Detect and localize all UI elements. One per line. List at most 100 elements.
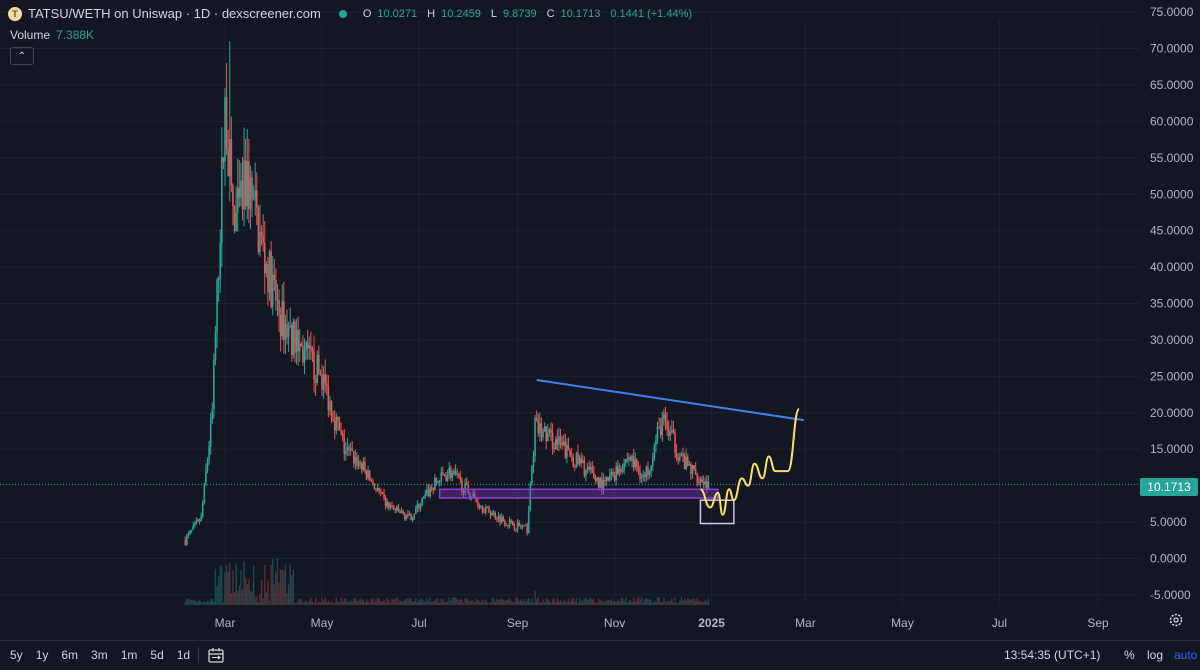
candle-body [575, 453, 578, 467]
candle-body [219, 243, 222, 279]
volume-bar [578, 597, 581, 605]
candle-body [632, 456, 635, 468]
candle-body [570, 456, 573, 458]
candle-body [701, 478, 703, 483]
calendar-range-icon[interactable] [207, 646, 225, 664]
candle-body [286, 323, 288, 338]
candle-body [494, 512, 497, 519]
volume-bar [276, 558, 279, 605]
candle-body [278, 300, 280, 315]
volume-bar [481, 599, 484, 605]
auto-scale-toggle[interactable]: auto [1174, 648, 1198, 662]
volume-bar [569, 601, 571, 605]
candle-body [372, 481, 374, 486]
volume-label: Volume [10, 28, 51, 42]
price-axis[interactable]: 75.0000 70.0000 65.0000 60.0000 55.0000 50.00… [1150, 5, 1194, 602]
candle-body [451, 473, 454, 478]
candle-body [629, 457, 632, 461]
range-1d-button[interactable]: 1d [176, 648, 191, 662]
candle-body [539, 423, 541, 434]
volume-bar [574, 601, 576, 605]
candle-body [224, 97, 226, 162]
volume-bar [459, 599, 462, 605]
candle-body [567, 445, 570, 451]
toolbar-divider [198, 647, 199, 663]
candle-body [340, 430, 342, 434]
volume-bar [219, 565, 221, 605]
range-1m-button[interactable]: 1m [120, 648, 138, 662]
candle-body [453, 471, 455, 474]
candle-body [437, 482, 439, 484]
candle-body [510, 520, 513, 522]
candle-body [519, 526, 522, 528]
volume-bar [376, 597, 379, 605]
candle-body [198, 519, 201, 522]
volume-bar [318, 601, 320, 605]
log-scale-toggle[interactable]: log [1147, 648, 1164, 662]
volume-bar [542, 599, 544, 605]
range-5d-button[interactable]: 5d [150, 648, 164, 662]
volume-bar [575, 597, 578, 605]
candle-body [457, 473, 460, 477]
candle-body [305, 341, 307, 351]
volume-bar [691, 599, 694, 605]
candle-body [408, 513, 411, 515]
candle-body [200, 516, 202, 522]
candle-body [450, 467, 452, 478]
volume-bar [227, 572, 229, 605]
high-value: 10.2459 [441, 7, 481, 20]
candle-body [677, 457, 679, 461]
candle-body [225, 97, 228, 148]
range-5y-button[interactable]: 5y [10, 648, 23, 662]
range-6m-button[interactable]: 6m [61, 648, 79, 662]
candle-body [415, 508, 417, 514]
volume-bar [419, 598, 422, 605]
candle-body [496, 518, 498, 520]
candle-body [268, 251, 271, 293]
volume-bar [334, 602, 336, 605]
candle-body [380, 491, 382, 493]
candle-body [624, 459, 627, 464]
range-3m-button[interactable]: 3m [91, 648, 108, 662]
candle-body [688, 463, 691, 466]
candle-body [217, 278, 220, 281]
volume-bar [359, 598, 361, 605]
candle-body [356, 457, 358, 467]
percent-scale-toggle[interactable]: % [1124, 648, 1135, 662]
candle-body [472, 493, 474, 497]
candle-body [636, 459, 638, 468]
candle-body [558, 436, 560, 445]
candle-body [486, 506, 489, 508]
utc-clock[interactable]: 13:54:35 (UTC+1) [1004, 648, 1101, 662]
volume-bar [494, 601, 497, 605]
volume-bar [326, 601, 328, 605]
volume-bar [254, 596, 256, 605]
candle-body [184, 540, 187, 545]
collapse-legend-button[interactable]: ⌃ [10, 47, 34, 65]
candle-body [192, 525, 194, 530]
candle-body [551, 432, 554, 448]
candle-body [542, 431, 544, 438]
volume-bar [389, 602, 392, 605]
drawing-annotations[interactable] [438, 379, 804, 525]
candle-body [477, 501, 479, 506]
symbol-legend: T TATSU/WETH on Uniswap · 1D · dexscreen… [8, 6, 692, 21]
volume-bar [305, 600, 307, 605]
volume-bar [504, 600, 506, 605]
candle-body [298, 343, 301, 352]
candle-body [612, 472, 614, 476]
candle-body [324, 374, 326, 384]
candle-body [295, 330, 298, 353]
candle-body [550, 429, 552, 433]
candle-body [265, 263, 268, 274]
time-axis[interactable]: Mar May Jul Sep Nov 2025 Mar May Jul Sep [215, 616, 1109, 630]
range-1y-button[interactable]: 1y [35, 648, 49, 662]
candle-body [559, 436, 562, 443]
volume-bar [397, 601, 400, 605]
candle-body [707, 481, 710, 490]
candle-body [205, 470, 207, 484]
gear-icon[interactable] [1168, 612, 1184, 628]
candle-body [578, 458, 581, 464]
volume-bar [696, 598, 698, 605]
